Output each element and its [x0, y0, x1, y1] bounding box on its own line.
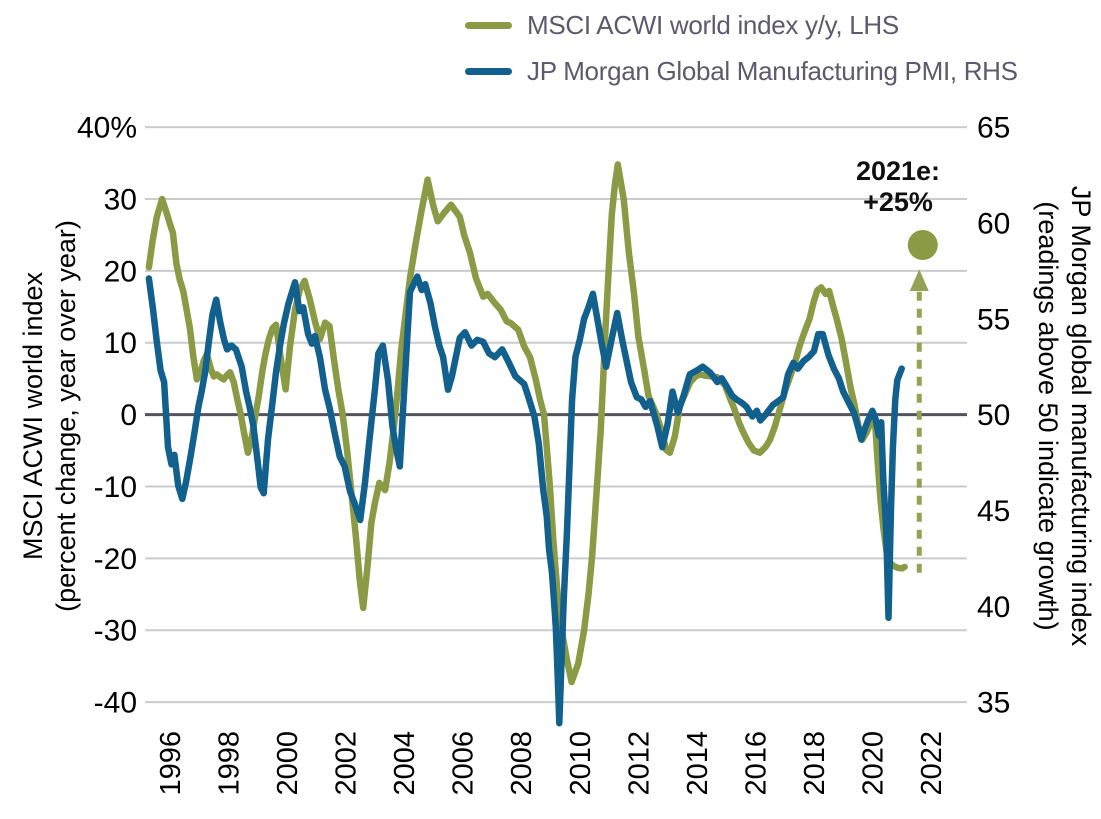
y-right-tick-label: 60 — [977, 207, 1010, 240]
legend-label-msci: MSCI ACWI world index y/y, LHS — [527, 9, 899, 40]
y-right-tick-label: 45 — [977, 495, 1010, 528]
y-right-tick-label: 35 — [977, 687, 1010, 720]
y-right-tick-label: 50 — [977, 399, 1010, 432]
right-axis-title-line2: (readings above 50 indicate growth) — [1033, 201, 1063, 631]
x-tick-label: 2018 — [799, 731, 831, 796]
x-tick-label: 2014 — [682, 731, 714, 796]
left-axis-title-line1: MSCI ACWI world index — [18, 271, 48, 561]
msci-line-swatch — [465, 21, 512, 29]
legend-label-pmi: JP Morgan Global Manufacturing PMI, RHS — [527, 55, 1018, 86]
msci-line — [145, 161, 908, 686]
y-left-tick-label: -20 — [94, 543, 137, 576]
x-tick-label: 2002 — [331, 731, 363, 796]
y-left-tick-label: 30 — [104, 183, 137, 216]
x-tick-label: 2012 — [623, 731, 655, 796]
x-tick-label: 2004 — [389, 731, 421, 796]
y-right-tick-label: 55 — [977, 303, 1010, 336]
estimate-annotation: 2021e: +25% — [828, 156, 968, 218]
estimate-arrowhead — [909, 269, 929, 291]
x-tick-label: 2006 — [448, 731, 480, 796]
y-left-tick-label: 0 — [120, 399, 137, 432]
y-right-tick-label: 40 — [977, 591, 1010, 624]
left-axis-title-line2: (percent change, year over year) — [51, 220, 81, 612]
y-left-tick-label: 40% — [77, 112, 137, 145]
y-left-tick-label: 20 — [104, 255, 137, 288]
y-right-tick-label: 65 — [977, 112, 1010, 145]
legend-item-pmi: JP Morgan Global Manufacturing PMI, RHS — [465, 56, 1018, 86]
x-tick-label: 1998 — [214, 731, 246, 796]
x-tick-label: 2022 — [916, 731, 948, 796]
y-left-tick-label: 10 — [104, 327, 137, 360]
x-tick-label: 1996 — [155, 731, 187, 796]
x-tick-label: 2020 — [857, 731, 889, 796]
right-axis-title: JP Morgan global manufacturing index (re… — [1029, 96, 1097, 736]
x-tick-label: 2008 — [506, 731, 538, 796]
estimate-annotation-line1: 2021e: — [855, 156, 941, 186]
pmi-line — [145, 273, 905, 727]
x-tick-label: 2016 — [740, 731, 772, 796]
y-left-tick-label: -10 — [94, 471, 137, 504]
estimate-dot — [907, 229, 938, 260]
y-left-tick-label: -30 — [94, 615, 137, 648]
legend-item-msci: MSCI ACWI world index y/y, LHS — [465, 10, 899, 40]
estimate-annotation-line2: +25% — [863, 187, 933, 217]
x-tick-label: 2010 — [565, 731, 597, 796]
left-axis-title: MSCI ACWI world index (percent change, y… — [17, 96, 85, 736]
x-tick-label: 2000 — [272, 731, 304, 796]
pmi-line-swatch — [465, 67, 512, 75]
right-axis-title-line1: JP Morgan global manufacturing index — [1066, 185, 1096, 647]
y-left-tick-label: -40 — [94, 687, 137, 720]
